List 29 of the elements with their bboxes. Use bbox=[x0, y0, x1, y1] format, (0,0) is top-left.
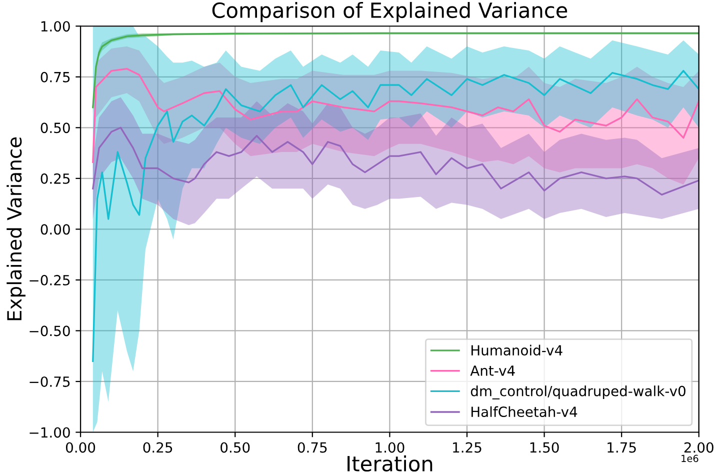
y-tick-label: 0.25 bbox=[40, 173, 70, 184]
text: 1e6 bbox=[682, 454, 698, 462]
legend-label: HalfCheetah-v4 bbox=[472, 406, 578, 418]
legend-label: dm_control/quadruped-walk-v0 bbox=[470, 386, 686, 400]
x-tick-label: 1.00 bbox=[376, 442, 404, 453]
line-series bbox=[92, 70, 699, 362]
x-tick-label: 0.25 bbox=[143, 442, 172, 453]
x-tick-label: 0.75 bbox=[298, 442, 327, 453]
y-tick-label: −0.50 bbox=[30, 326, 70, 336]
y-tick-label: 0.00 bbox=[40, 224, 70, 235]
legend-label: Ant-v4 bbox=[470, 366, 515, 376]
line-series bbox=[92, 68, 699, 164]
x-tick-label: 2.00 bbox=[684, 442, 714, 453]
x-tick-label: 1.25 bbox=[453, 442, 482, 453]
line-series bbox=[92, 126, 699, 196]
x-axis-title: Iteration bbox=[348, 455, 432, 472]
y-tick-label: 1.00 bbox=[41, 21, 70, 32]
legend-label: Humanoid-v4 bbox=[472, 344, 562, 356]
x-tick-label: 0.50 bbox=[220, 442, 250, 453]
x-tick-label: 0.00 bbox=[66, 442, 96, 453]
y-axis-title: Explained Variance bbox=[6, 137, 26, 320]
x-tick-label: 1.50 bbox=[530, 442, 559, 453]
y-tick-label: −1.00 bbox=[30, 427, 70, 438]
y-tick-label: 0.75 bbox=[40, 72, 70, 82]
y-tick-label: 0.50 bbox=[40, 122, 70, 134]
y-tick-label: −0.75 bbox=[30, 376, 70, 387]
y-tick-label: −0.25 bbox=[30, 274, 70, 286]
chart-title: Comparison of Explained Variance bbox=[212, 2, 568, 22]
x-tick-label: 1.75 bbox=[608, 442, 636, 453]
